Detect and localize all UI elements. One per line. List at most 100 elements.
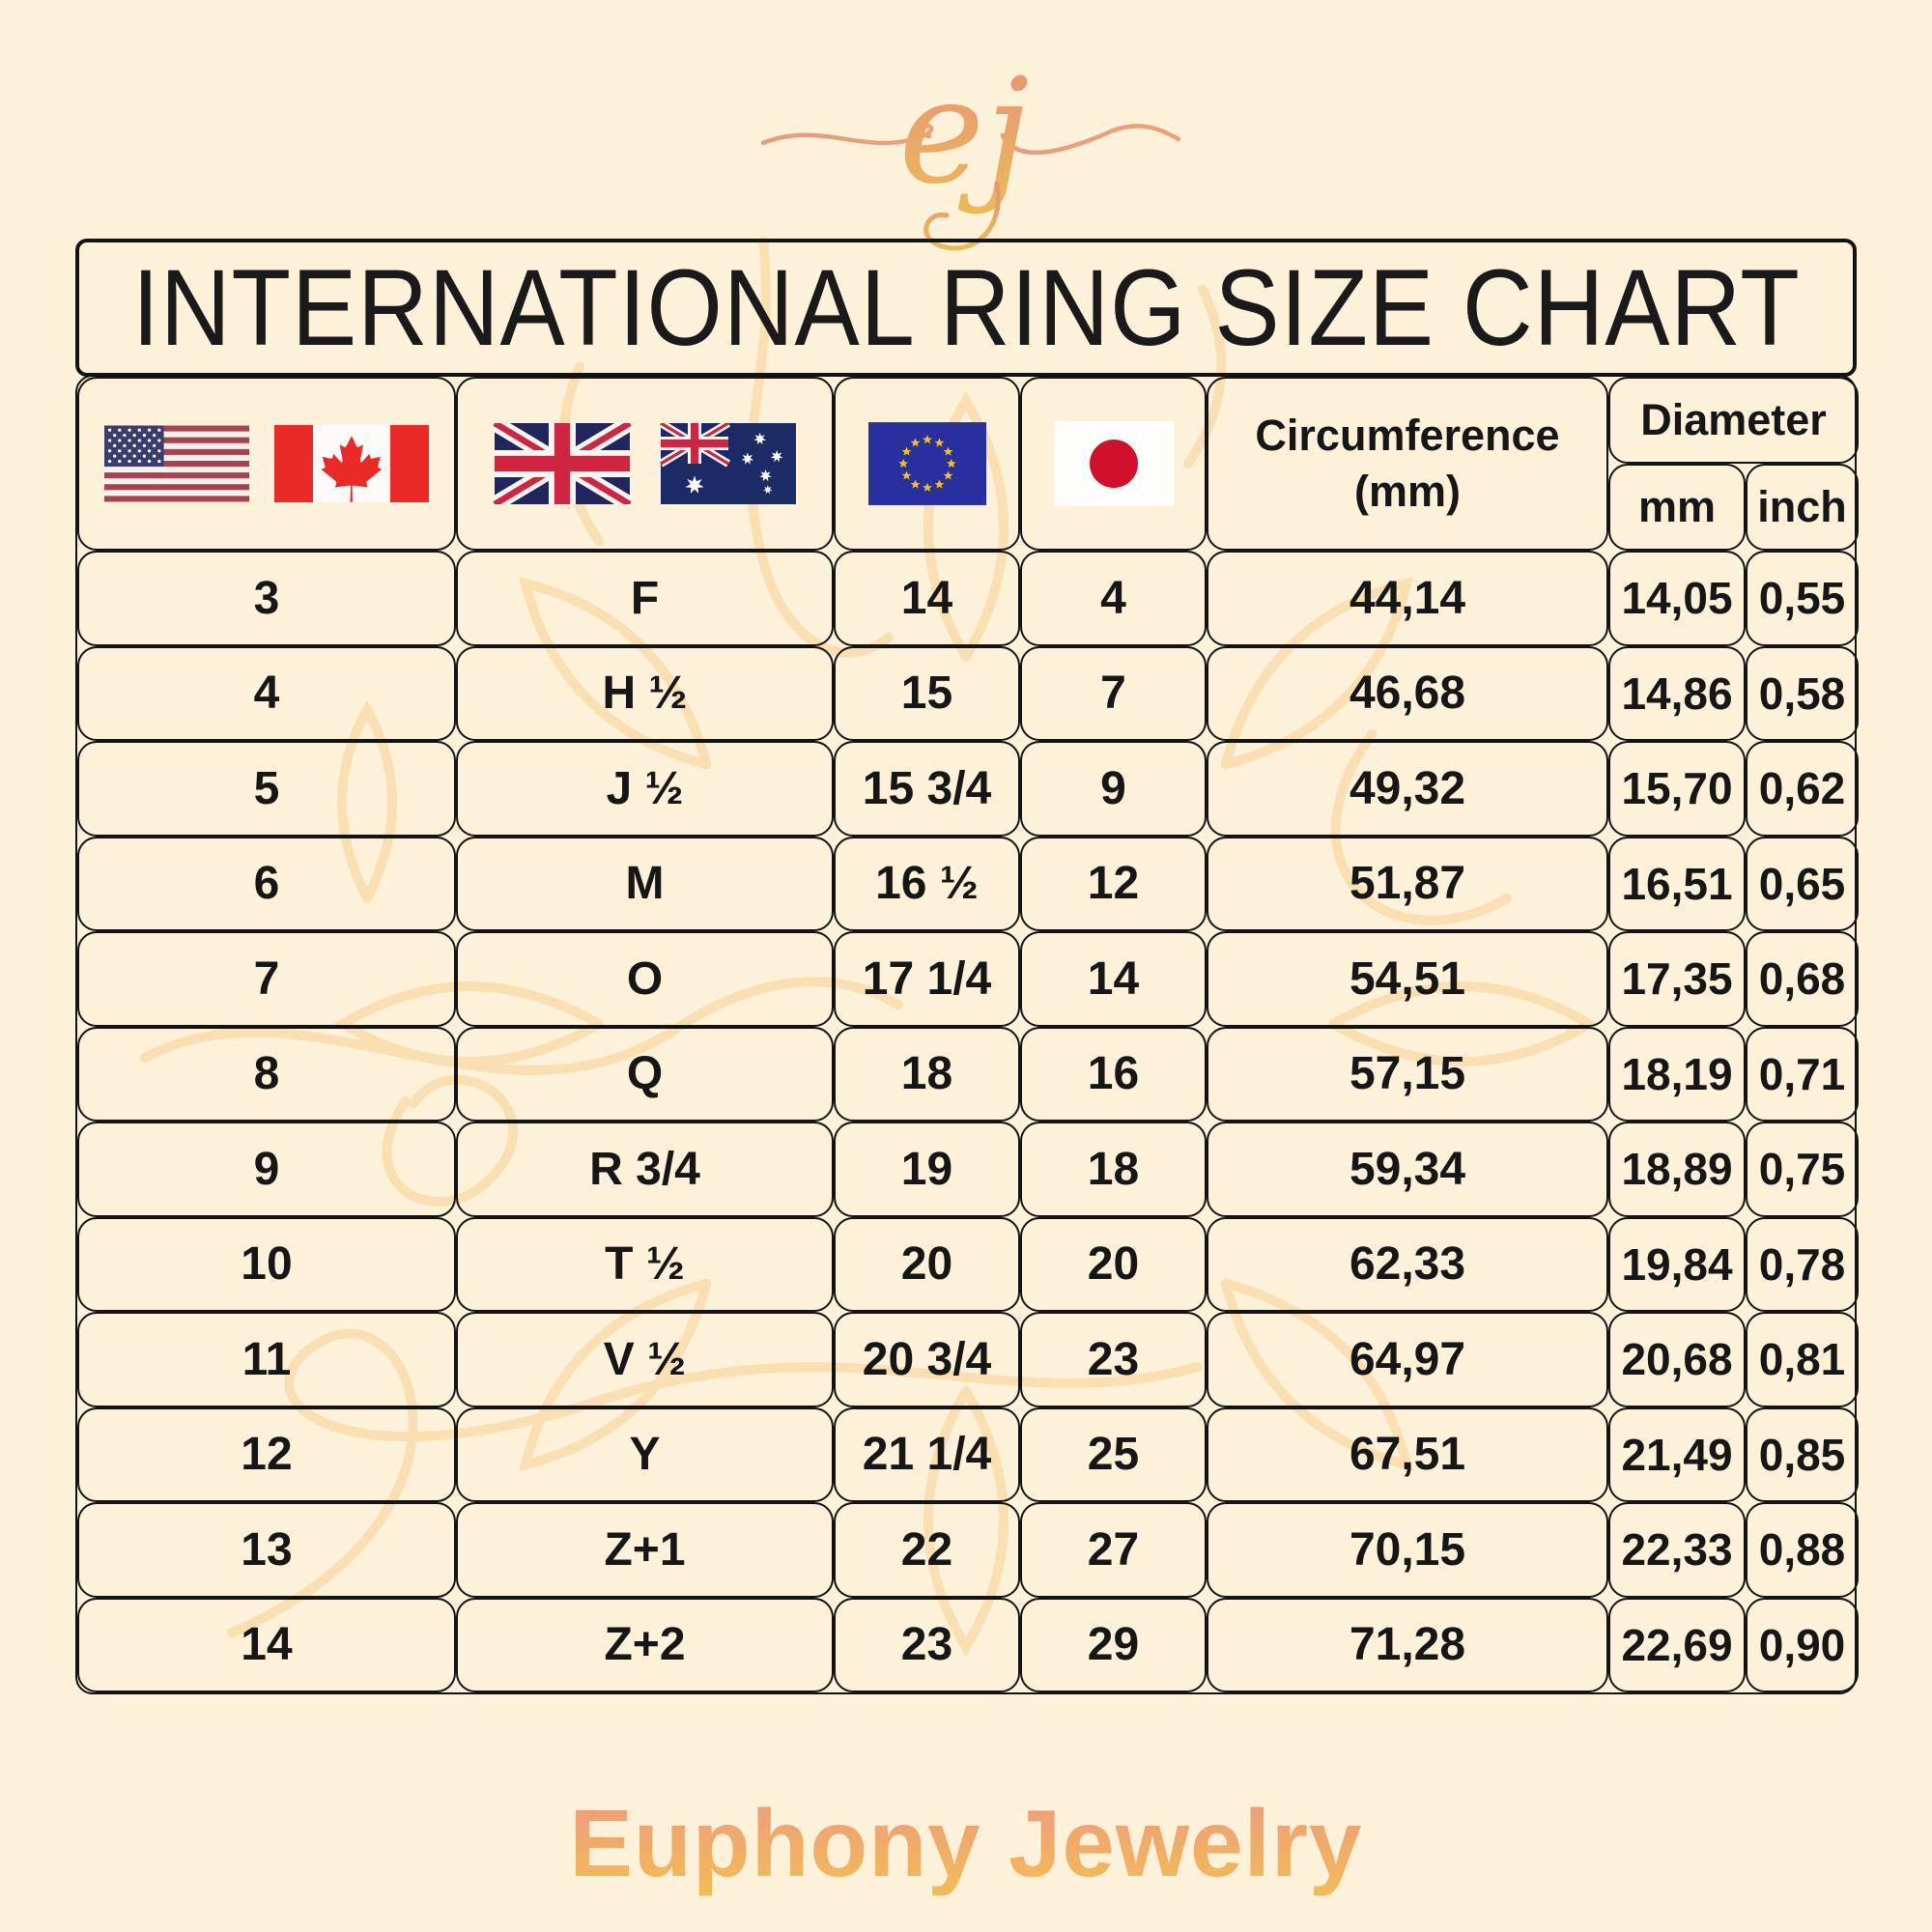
header-eu [834, 377, 1020, 551]
cell-us-size: 7 [77, 931, 456, 1027]
cell-japan-size: 29 [1020, 1597, 1207, 1692]
brand-monogram-logo: ej [760, 48, 1181, 251]
header-diameter-mm: mm [1608, 464, 1746, 551]
circumference-label-line2: (mm) [1354, 467, 1461, 516]
cell-diameter-inch-value: 0,85 [1746, 1406, 1859, 1502]
cell-uk-au-size: T ½ [456, 1216, 834, 1312]
cell-japan-size: 27 [1020, 1502, 1207, 1598]
us-flag [104, 425, 249, 502]
cell-us-size: 4 [77, 645, 456, 741]
cell-uk-au-size: Y [456, 1406, 834, 1502]
cell-circumference-value: 51,87 [1207, 836, 1608, 931]
brand-logo: ej [0, 39, 1932, 261]
cell-eu-size: 17 1/4 [834, 931, 1020, 1027]
brand-footer: Euphony Jewelry [0, 1789, 1932, 1898]
cell-circumference-value: 46,68 [1207, 645, 1608, 741]
cell-eu-size: 20 [834, 1216, 1020, 1312]
cell-japan-size: 20 [1020, 1216, 1207, 1312]
cell-eu-size: 20 3/4 [834, 1312, 1020, 1407]
chart-title-box: INTERNATIONAL RING SIZE CHART [75, 239, 1857, 377]
australia-flag [658, 423, 796, 504]
cell-uk-au-size: Z+1 [456, 1502, 834, 1598]
cell-diameter-mm-value: 16,51 [1608, 836, 1746, 931]
cell-circumference-value: 54,51 [1207, 931, 1608, 1027]
cell-diameter-mm-value: 17,35 [1608, 931, 1746, 1027]
cell-japan-size: 23 [1020, 1312, 1207, 1407]
cell-us-size: 12 [77, 1406, 456, 1502]
cell-japan-size: 18 [1020, 1122, 1207, 1217]
cell-circumference-value: 62,33 [1207, 1216, 1608, 1312]
cell-japan-size: 25 [1020, 1406, 1207, 1502]
cell-circumference-value: 70,15 [1207, 1502, 1608, 1598]
uk-flag [490, 423, 634, 504]
circumference-label-line1: Circumference [1255, 410, 1560, 460]
cell-circumference-value: 59,34 [1207, 1122, 1608, 1217]
cell-japan-size: 14 [1020, 931, 1207, 1027]
cell-eu-size: 23 [834, 1597, 1020, 1692]
eu-flag [867, 422, 986, 505]
japan-flag [1053, 421, 1174, 506]
cell-uk-au-size: M [456, 836, 834, 931]
ring-size-chart: INTERNATIONAL RING SIZE CHART [75, 239, 1859, 1694]
cell-uk-au-size: F [456, 551, 834, 646]
cell-diameter-mm-value: 14,86 [1608, 645, 1746, 741]
diameter-mm-label: mm [1637, 482, 1717, 531]
diameter-inch-label: inch [1757, 482, 1847, 531]
cell-diameter-mm-value: 20,68 [1608, 1312, 1746, 1407]
cell-uk-au-size: Z+2 [456, 1597, 834, 1692]
cell-uk-au-size: Q [456, 1026, 834, 1122]
ring-size-table: Circumference (mm) Diameter mm inch 3 F 14… [75, 375, 1859, 1694]
cell-eu-size: 21 1/4 [834, 1406, 1020, 1502]
cell-circumference-value: 67,51 [1207, 1406, 1608, 1502]
logo-monogram: ej [898, 48, 1029, 216]
cell-uk-au-size: J ½ [456, 741, 834, 837]
cell-eu-size: 19 [834, 1122, 1020, 1217]
page-title: INTERNATIONAL RING SIZE CHART [131, 247, 1801, 368]
cell-diameter-inch-value: 0,62 [1746, 741, 1859, 837]
cell-circumference-value: 64,97 [1207, 1312, 1608, 1407]
header-us-canada [77, 377, 456, 551]
diameter-label: Diameter [1640, 395, 1827, 444]
header-japan [1020, 377, 1207, 551]
cell-eu-size: 16 ½ [834, 836, 1020, 931]
cell-japan-size: 7 [1020, 645, 1207, 741]
cell-us-size: 14 [77, 1597, 456, 1692]
cell-us-size: 6 [77, 836, 456, 931]
header-uk-australia [456, 377, 834, 551]
cell-us-size: 13 [77, 1502, 456, 1598]
cell-diameter-mm-value: 19,84 [1608, 1216, 1746, 1312]
cell-diameter-inch-value: 0,68 [1746, 931, 1859, 1027]
cell-diameter-mm-value: 22,33 [1608, 1502, 1746, 1598]
cell-japan-size: 12 [1020, 836, 1207, 931]
cell-japan-size: 4 [1020, 551, 1207, 646]
cell-us-size: 9 [77, 1122, 456, 1217]
cell-diameter-inch-value: 0,90 [1746, 1597, 1859, 1692]
cell-diameter-mm-value: 21,49 [1608, 1406, 1746, 1502]
cell-diameter-inch-value: 0,65 [1746, 836, 1859, 931]
cell-diameter-mm-value: 18,89 [1608, 1122, 1746, 1217]
cell-circumference-value: 49,32 [1207, 741, 1608, 837]
cell-uk-au-size: O [456, 931, 834, 1027]
cell-eu-size: 15 [834, 645, 1020, 741]
logo-j-tail [923, 181, 1001, 251]
header-diameter-inch: inch [1746, 464, 1859, 551]
cell-uk-au-size: V ½ [456, 1312, 834, 1407]
cell-us-size: 10 [77, 1216, 456, 1312]
header-circumference: Circumference (mm) [1207, 377, 1608, 551]
cell-us-size: 8 [77, 1026, 456, 1122]
cell-us-size: 11 [77, 1312, 456, 1407]
cell-eu-size: 22 [834, 1502, 1020, 1598]
cell-diameter-mm-value: 15,70 [1608, 741, 1746, 837]
cell-circumference-value: 57,15 [1207, 1026, 1608, 1122]
cell-diameter-inch-value: 0,58 [1746, 645, 1859, 741]
cell-diameter-inch-value: 0,55 [1746, 551, 1859, 646]
cell-us-size: 5 [77, 741, 456, 837]
cell-diameter-inch-value: 0,71 [1746, 1026, 1859, 1122]
brand-name: Euphony Jewelry [569, 1790, 1363, 1896]
cell-eu-size: 15 3/4 [834, 741, 1020, 837]
cell-diameter-mm-value: 22,69 [1608, 1597, 1746, 1692]
cell-eu-size: 14 [834, 551, 1020, 646]
cell-eu-size: 18 [834, 1026, 1020, 1122]
logo-swashes [760, 123, 1181, 156]
